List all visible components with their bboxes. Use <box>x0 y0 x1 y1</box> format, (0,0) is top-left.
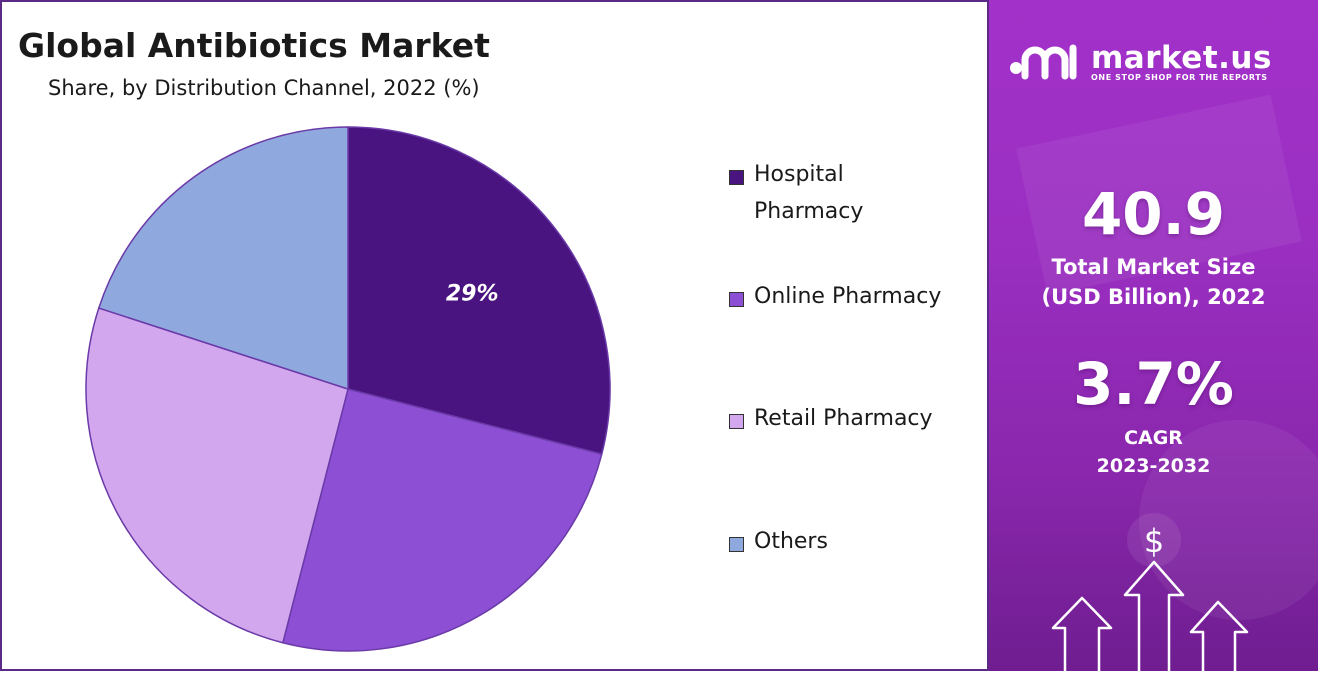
chart-panel: Global Antibiotics Market Share, by Dist… <box>0 0 989 671</box>
market-size-label-line1: Total Market Size <box>1051 255 1256 279</box>
background-shape <box>1139 420 1318 620</box>
pie-data-label: 29% <box>446 282 499 307</box>
brand-name: market.us <box>1091 40 1272 76</box>
pie-slice-others <box>97 126 349 391</box>
chart-title: Global Antibiotics Market <box>18 26 490 65</box>
pie-slice-hospital-pharmacy <box>347 126 611 456</box>
cagr-period: 2023-2032 <box>1096 455 1211 477</box>
cagr-value: 3.7% <box>1073 350 1234 418</box>
legend-label: Hospital Pharmacy <box>754 162 864 224</box>
growth-arrows-icon: $ <box>1051 513 1249 671</box>
market-size-value: 40.9 <box>1081 180 1226 248</box>
legend-swatch <box>729 537 744 552</box>
legend-item-retail-pharmacy: Retail Pharmacy <box>729 406 933 437</box>
legend-item-online-pharmacy: Online Pharmacy <box>729 284 941 315</box>
legend-label: Online Pharmacy <box>754 284 942 309</box>
legend-item-others: Others <box>729 529 828 560</box>
legend-label: Retail Pharmacy <box>754 406 933 431</box>
brand-tagline: ONE STOP SHOP FOR THE REPORTS <box>1091 73 1268 82</box>
cagr-label: CAGR <box>1124 427 1183 449</box>
brand: market.us ONE STOP SHOP FOR THE REPORTS <box>1009 40 1299 90</box>
market-size-label-line2: (USD Billion), 2022 <box>1041 285 1266 309</box>
dollar-sign: $ <box>1144 522 1164 560</box>
legend-label: Others <box>754 529 828 554</box>
pie-slice-retail-pharmacy <box>85 307 349 644</box>
legend-item-hospital-pharmacy: Hospital Pharmacy <box>729 162 894 230</box>
market-us-logo-icon <box>1010 44 1077 80</box>
legend-swatch <box>729 170 744 185</box>
legend-swatch <box>729 414 744 429</box>
legend-swatch <box>729 292 744 307</box>
chart-subtitle: Share, by Distribution Channel, 2022 (%) <box>48 76 480 100</box>
pie-chart: 29% <box>85 126 611 652</box>
chart-legend: Hospital Pharmacy Online Pharmacy Retail… <box>729 2 989 673</box>
summary-panel: market.us ONE STOP SHOP FOR THE REPORTS … <box>989 0 1318 671</box>
pie-slice-online-pharmacy <box>281 388 603 652</box>
